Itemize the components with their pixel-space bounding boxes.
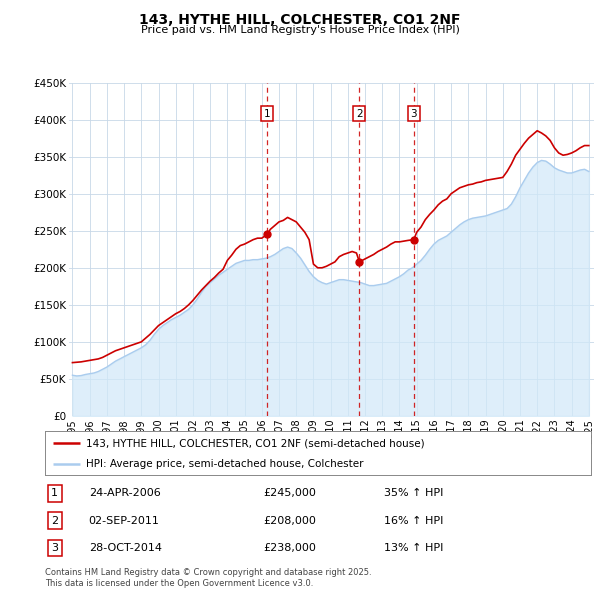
Text: 28-OCT-2014: 28-OCT-2014: [89, 543, 161, 553]
Text: 2: 2: [356, 109, 362, 119]
Text: 16% ↑ HPI: 16% ↑ HPI: [383, 516, 443, 526]
Text: 13% ↑ HPI: 13% ↑ HPI: [383, 543, 443, 553]
Text: 1: 1: [52, 489, 58, 499]
Text: £245,000: £245,000: [263, 489, 316, 499]
Text: 3: 3: [410, 109, 417, 119]
Text: £208,000: £208,000: [263, 516, 316, 526]
Text: 143, HYTHE HILL, COLCHESTER, CO1 2NF (semi-detached house): 143, HYTHE HILL, COLCHESTER, CO1 2NF (se…: [86, 438, 425, 448]
Text: Contains HM Land Registry data © Crown copyright and database right 2025.
This d: Contains HM Land Registry data © Crown c…: [45, 568, 371, 588]
Text: £238,000: £238,000: [263, 543, 316, 553]
Text: Price paid vs. HM Land Registry's House Price Index (HPI): Price paid vs. HM Land Registry's House …: [140, 25, 460, 35]
Text: 3: 3: [52, 543, 58, 553]
Text: 1: 1: [264, 109, 271, 119]
Text: 143, HYTHE HILL, COLCHESTER, CO1 2NF: 143, HYTHE HILL, COLCHESTER, CO1 2NF: [139, 13, 461, 27]
Text: 02-SEP-2011: 02-SEP-2011: [89, 516, 160, 526]
Text: 24-APR-2006: 24-APR-2006: [89, 489, 160, 499]
Text: HPI: Average price, semi-detached house, Colchester: HPI: Average price, semi-detached house,…: [86, 460, 364, 469]
Text: 35% ↑ HPI: 35% ↑ HPI: [383, 489, 443, 499]
Text: 2: 2: [51, 516, 58, 526]
